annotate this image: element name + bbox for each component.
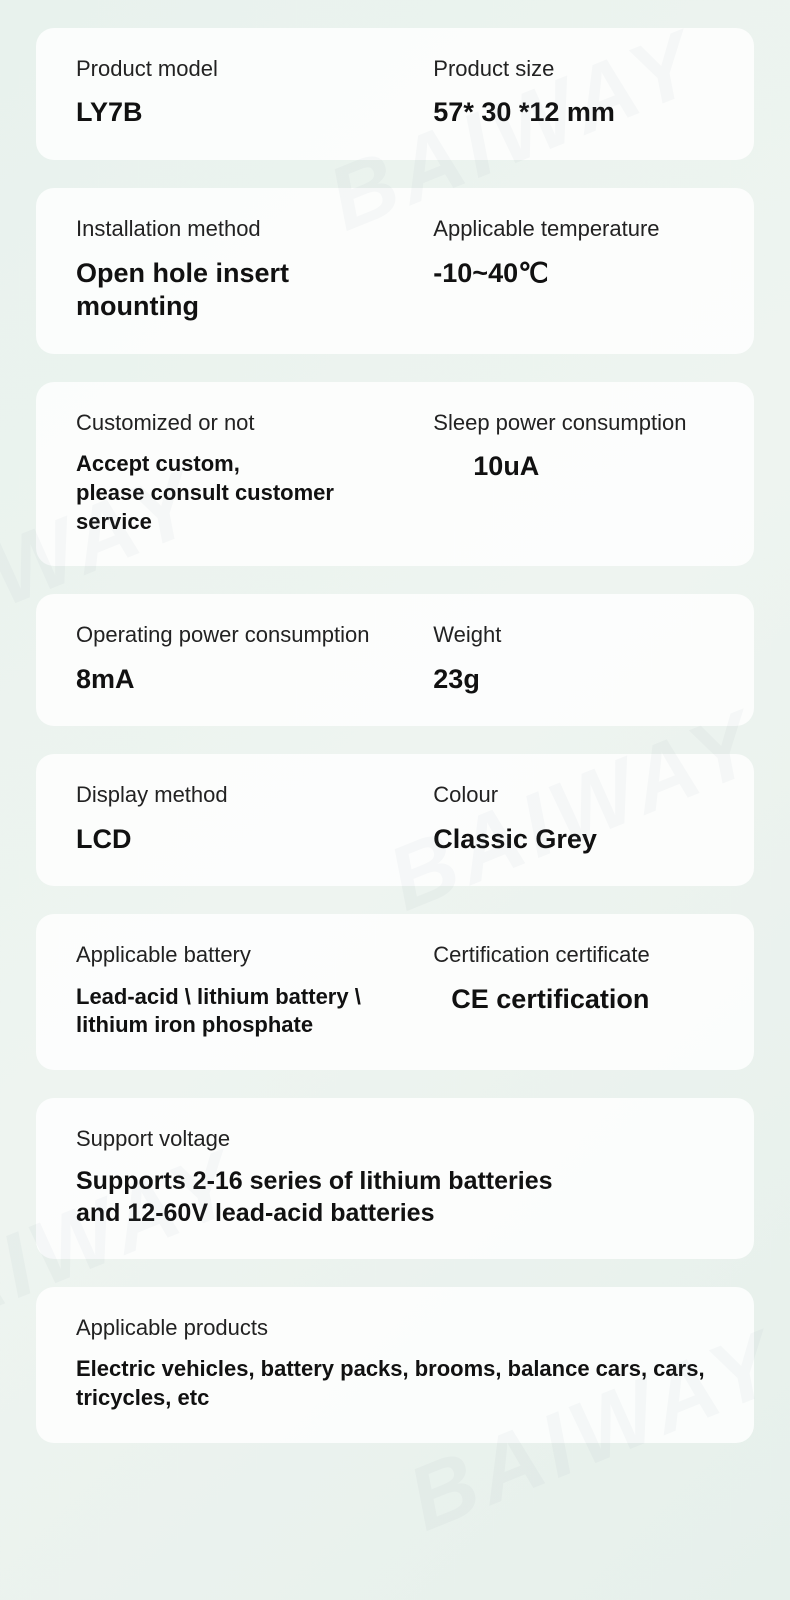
- spec-col: Applicable temperature -10~40℃: [433, 216, 714, 324]
- spec-value: Lead-acid \ lithium battery \ lithium ir…: [76, 983, 413, 1040]
- spec-card-applicable-products: Applicable products Electric vehicles, b…: [36, 1287, 754, 1443]
- spec-value: 57* 30 *12 mm: [433, 96, 714, 130]
- spec-value: 23g: [433, 663, 714, 697]
- spec-label: Product size: [433, 56, 714, 82]
- spec-card-model-size: Product model LY7B Product size 57* 30 *…: [36, 28, 754, 160]
- spec-col: Applicable products Electric vehicles, b…: [76, 1315, 714, 1413]
- spec-label: Applicable products: [76, 1315, 714, 1341]
- spec-value: Accept custom, please consult customer s…: [76, 450, 413, 536]
- spec-col: Certification certificate CE certificati…: [433, 942, 714, 1040]
- spec-col: Installation method Open hole insert mou…: [76, 216, 413, 324]
- spec-label: Support voltage: [76, 1126, 714, 1152]
- spec-card-custom-sleep: Customized or not Accept custom, please …: [36, 382, 754, 566]
- spec-value: Supports 2-16 series of lithium batterie…: [76, 1166, 714, 1229]
- spec-value: Classic Grey: [433, 823, 714, 857]
- spec-col: Applicable battery Lead-acid \ lithium b…: [76, 942, 413, 1040]
- spec-col: Display method LCD: [76, 782, 413, 856]
- spec-value: Open hole insert mounting: [76, 257, 413, 325]
- spec-label: Applicable temperature: [433, 216, 714, 242]
- spec-value: 10uA: [433, 450, 714, 484]
- spec-label: Sleep power consumption: [433, 410, 714, 436]
- spec-col: Operating power consumption 8mA: [76, 622, 413, 696]
- spec-card-install-temp: Installation method Open hole insert mou…: [36, 188, 754, 354]
- spec-value: 8mA: [76, 663, 413, 697]
- spec-label: Product model: [76, 56, 413, 82]
- spec-value: CE certification: [433, 983, 714, 1017]
- spec-card-battery-cert: Applicable battery Lead-acid \ lithium b…: [36, 914, 754, 1070]
- spec-label: Applicable battery: [76, 942, 413, 968]
- spec-col: Colour Classic Grey: [433, 782, 714, 856]
- spec-col: Customized or not Accept custom, please …: [76, 410, 413, 536]
- spec-label: Display method: [76, 782, 413, 808]
- spec-label: Customized or not: [76, 410, 413, 436]
- spec-card-power-weight: Operating power consumption 8mA Weight 2…: [36, 594, 754, 726]
- spec-value: -10~40℃: [433, 257, 714, 291]
- spec-card-display-colour: Display method LCD Colour Classic Grey: [36, 754, 754, 886]
- spec-label: Certification certificate: [433, 942, 714, 968]
- spec-card-voltage: Support voltage Supports 2-16 series of …: [36, 1098, 754, 1259]
- spec-value: LY7B: [76, 96, 413, 130]
- spec-label: Colour: [433, 782, 714, 808]
- spec-label: Operating power consumption: [76, 622, 413, 648]
- spec-label: Weight: [433, 622, 714, 648]
- spec-col: Support voltage Supports 2-16 series of …: [76, 1126, 714, 1229]
- spec-col: Product model LY7B: [76, 56, 413, 130]
- spec-col: Weight 23g: [433, 622, 714, 696]
- spec-value: LCD: [76, 823, 413, 857]
- spec-value: Electric vehicles, battery packs, brooms…: [76, 1355, 714, 1412]
- spec-col: Sleep power consumption 10uA: [433, 410, 714, 536]
- spec-col: Product size 57* 30 *12 mm: [433, 56, 714, 130]
- spec-label: Installation method: [76, 216, 413, 242]
